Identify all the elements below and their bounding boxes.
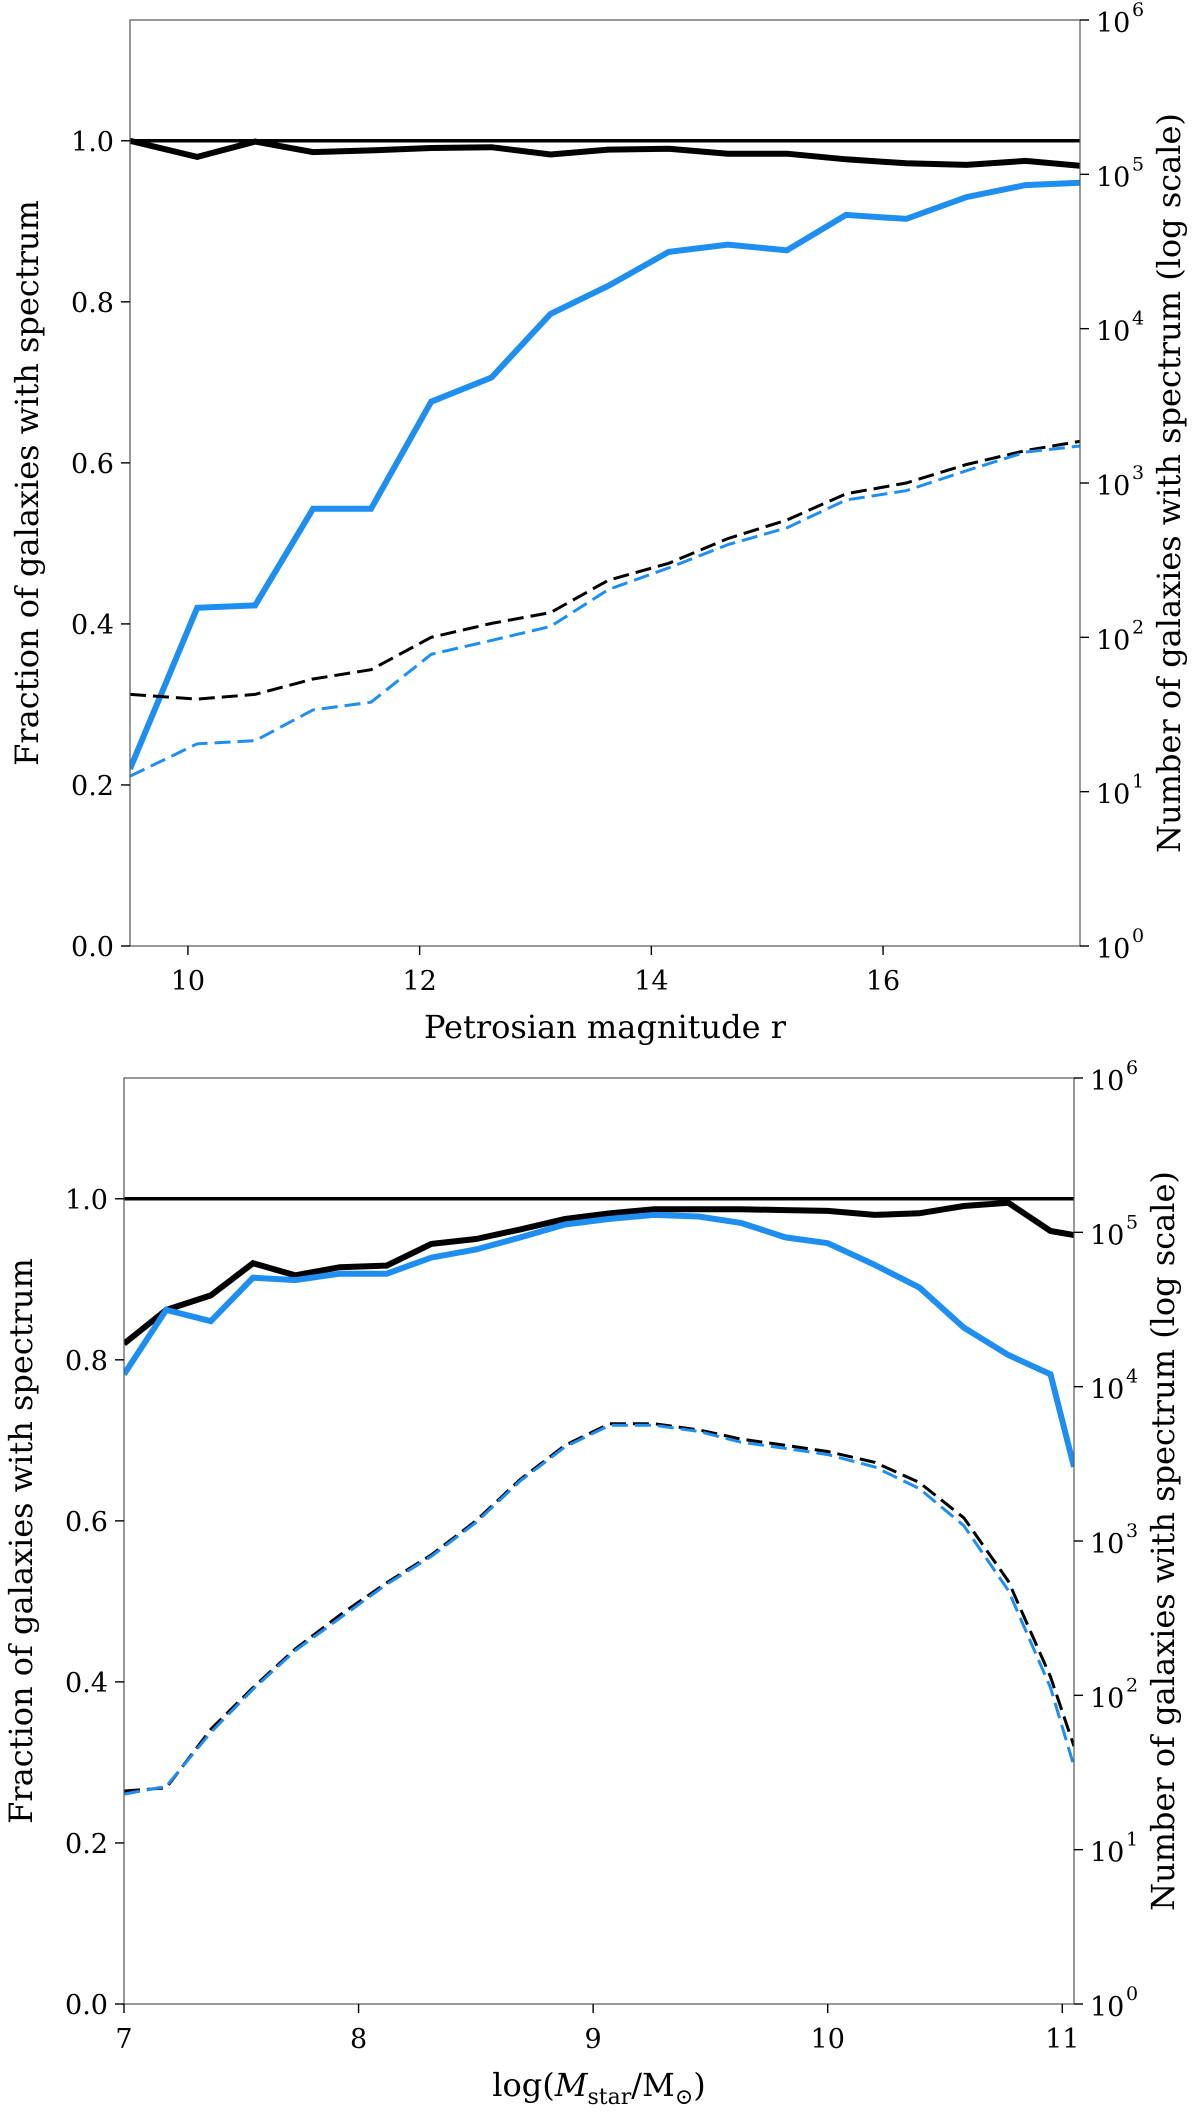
y-left-tick-label: 0.6 (65, 1507, 108, 1538)
y-right-tick-exponent: 0 (1126, 1983, 1138, 2005)
y-right-tick-label: 10 (1096, 317, 1130, 348)
x-tick-label: 9 (585, 2024, 602, 2055)
series-line-fraction-black (130, 137, 1080, 169)
series-line-number-blue (124, 1423, 1074, 1796)
y-right-tick-exponent: 5 (1126, 1211, 1138, 1233)
y-right-tick-label: 10 (1090, 1066, 1124, 1097)
series-line-fraction-black (124, 1199, 1074, 1347)
y-left-axis-title: Fraction of galaxies with spectrum (8, 200, 46, 766)
y-right-tick-label: 10 (1090, 1992, 1124, 2023)
y-right-tick-exponent: 3 (1132, 462, 1144, 484)
y-right-tick-label: 10 (1090, 1375, 1124, 1406)
series-line-number-blue (130, 444, 1080, 778)
x-tick-label: 10 (171, 966, 205, 997)
x-tick-label: 11 (1045, 2024, 1079, 2055)
y-right-tick-label: 10 (1090, 1683, 1124, 1714)
y-left-tick-label: 0.2 (65, 1829, 108, 1860)
y-left-tick-label: 0.6 (71, 449, 114, 480)
plot-frame (129, 19, 1081, 947)
y-right-tick-label: 10 (1096, 780, 1130, 811)
y-left-tick-label: 1.0 (65, 1185, 108, 1216)
x-axis-title: log(Mstar/M⊙) (492, 2066, 705, 2110)
y-left-tick-label: 0.2 (71, 771, 114, 802)
x-tick-label: 10 (811, 2024, 845, 2055)
y-left-axis-title: Fraction of galaxies with spectrum (2, 1258, 40, 1824)
y-right-tick-label: 10 (1096, 8, 1130, 39)
y-right-tick-label: 10 (1090, 1838, 1124, 1869)
y-right-tick-exponent: 3 (1126, 1520, 1138, 1542)
y-left-tick-label: 0.8 (65, 1346, 108, 1377)
y-right-tick-exponent: 2 (1132, 616, 1144, 638)
y-right-tick-exponent: 2 (1126, 1674, 1138, 1696)
y-right-tick-exponent: 0 (1132, 925, 1144, 947)
x-tick-label: 12 (402, 966, 436, 997)
y-left-tick-label: 1.0 (71, 127, 114, 158)
y-right-axis-title: Number of galaxies with spectrum (log sc… (1144, 1171, 1182, 1911)
y-right-tick-label: 10 (1096, 162, 1130, 193)
series-line-number-black (130, 439, 1080, 701)
series-line-number-black (124, 1422, 1074, 1793)
y-left-tick-label: 0.0 (65, 1990, 108, 2021)
y-right-tick-label: 10 (1096, 934, 1130, 965)
x-tick-label: 8 (350, 2024, 367, 2055)
x-tick-label: 14 (634, 966, 668, 997)
y-left-tick-label: 0.8 (71, 288, 114, 319)
series-group (130, 137, 1080, 778)
y-right-tick-label: 10 (1096, 625, 1130, 656)
series-line-fraction-blue (130, 179, 1080, 771)
series-line-fraction-blue (124, 1211, 1074, 1468)
y-right-tick-exponent: 5 (1132, 153, 1144, 175)
y-left-tick-label: 0.4 (71, 610, 114, 641)
y-right-tick-exponent: 1 (1126, 1829, 1138, 1851)
y-right-tick-label: 10 (1090, 1220, 1124, 1251)
x-axis-title: Petrosian magnitude r (424, 1008, 787, 1046)
y-right-tick-exponent: 6 (1126, 1057, 1138, 1079)
series-group (124, 1199, 1074, 1796)
y-right-tick-label: 10 (1096, 471, 1130, 502)
x-tick-label: 7 (115, 2024, 132, 2055)
y-right-tick-label: 10 (1090, 1529, 1124, 1560)
y-right-tick-exponent: 6 (1132, 0, 1144, 21)
y-left-tick-label: 0.0 (71, 932, 114, 963)
y-left-tick-label: 0.4 (65, 1668, 108, 1699)
y-right-tick-exponent: 1 (1132, 771, 1144, 793)
y-right-tick-exponent: 4 (1126, 1366, 1138, 1388)
y-right-tick-exponent: 4 (1132, 308, 1144, 330)
x-tick-label: 16 (866, 966, 900, 997)
y-right-axis-title: Number of galaxies with spectrum (log sc… (1150, 113, 1188, 853)
